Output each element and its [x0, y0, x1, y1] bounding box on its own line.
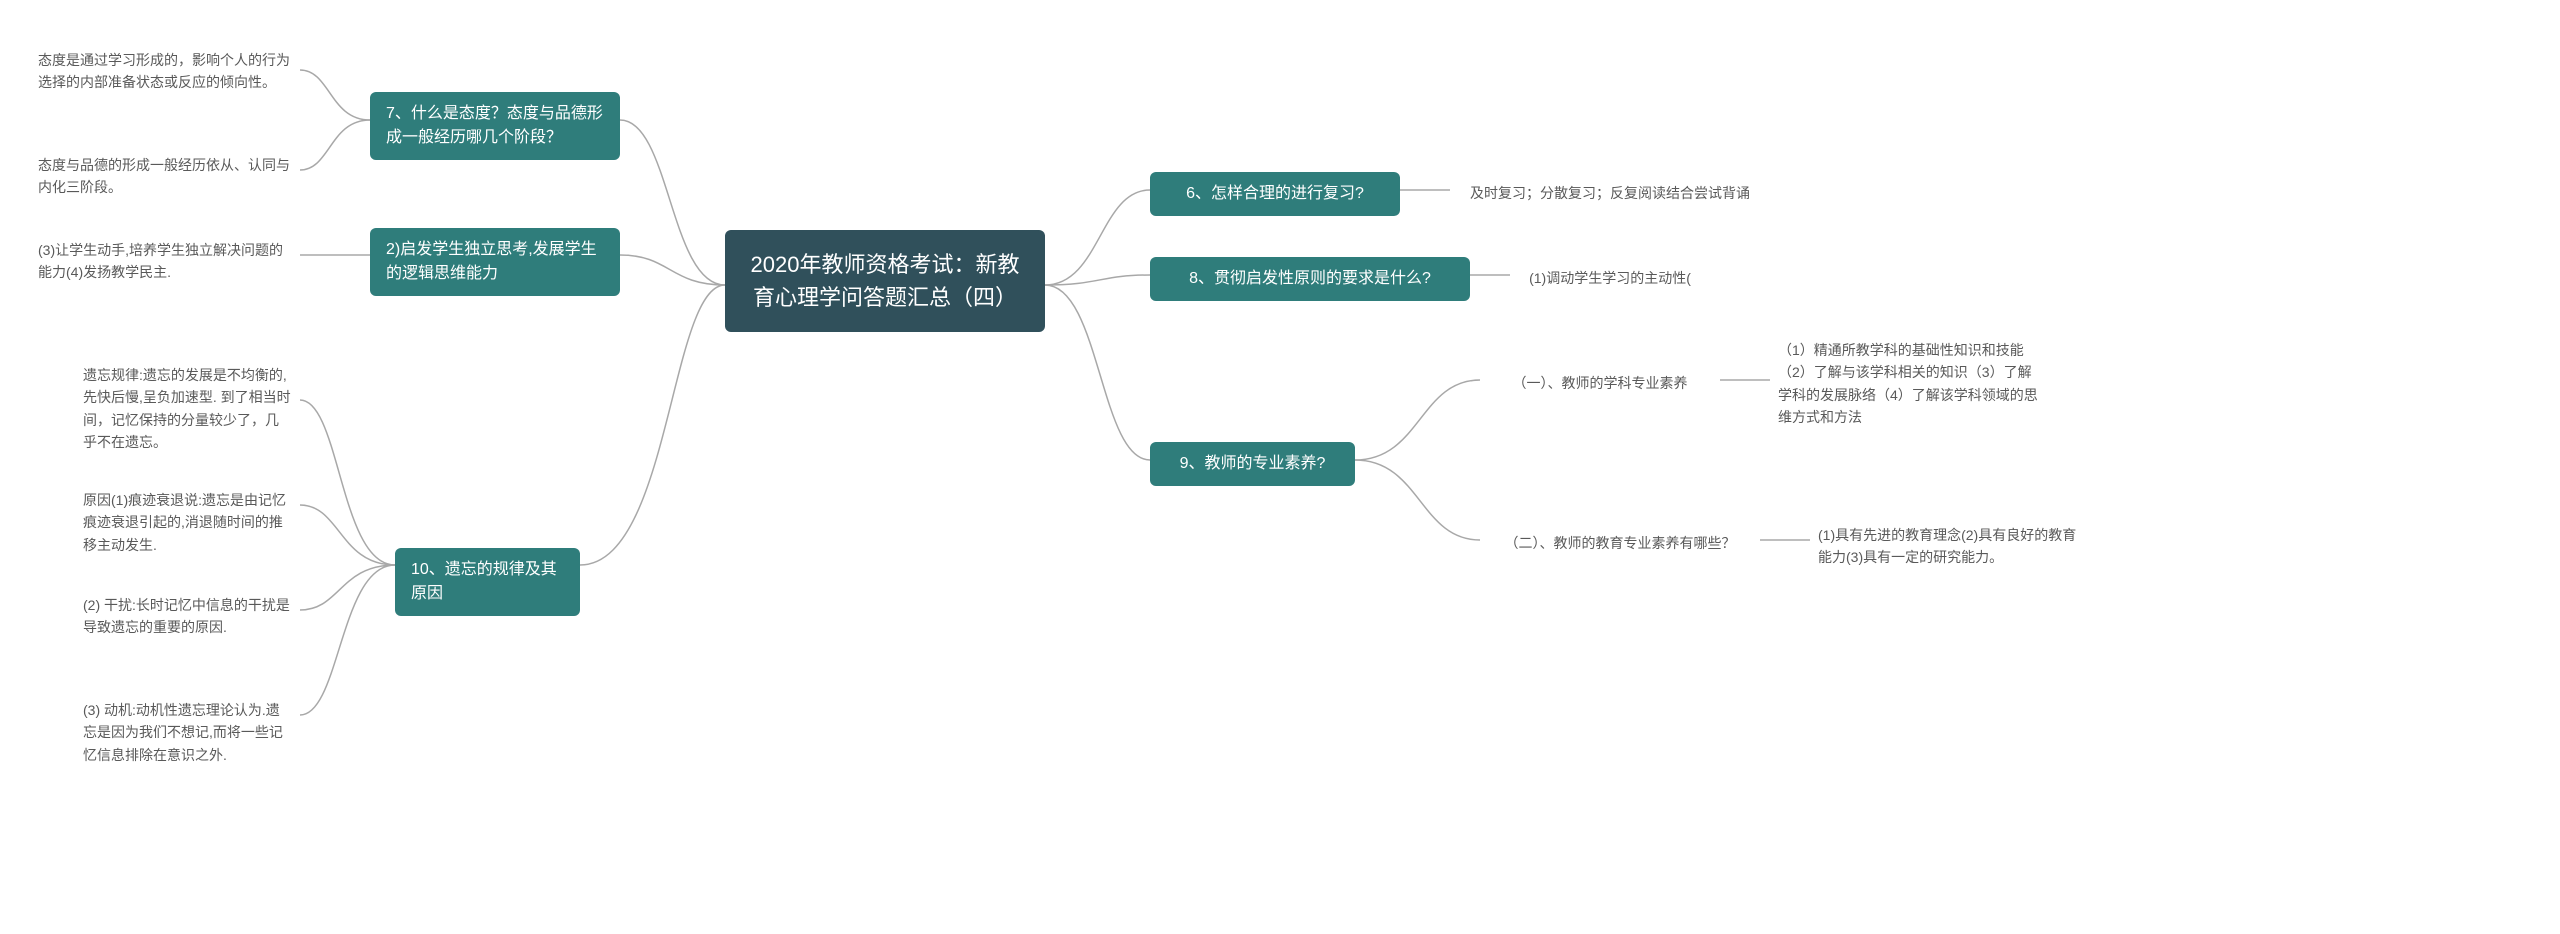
- leaf-q10-0: 遗忘规律:遗忘的发展是不均衡的,先快后慢,呈负加速型. 到了相当时间，记忆保持的…: [75, 360, 300, 458]
- leaf-q8: (1)调动学生学习的主动性(: [1510, 263, 1710, 293]
- leaf-q6: 及时复习；分散复习；反复阅读结合尝试背诵: [1450, 178, 1770, 208]
- leaf-q9-sub2: (1)具有先进的教育理念(2)具有良好的教育能力(3)具有一定的研究能力。: [1810, 520, 2090, 573]
- leaf-q7-0: 态度是通过学习形成的，影响个人的行为选择的内部准备状态或反应的倾向性。: [30, 45, 300, 98]
- node-q2b[interactable]: 2)启发学生独立思考,发展学生的逻辑思维能力: [370, 228, 620, 296]
- node-q9[interactable]: 9、教师的专业素养?: [1150, 442, 1355, 486]
- leaf-q10-1: 原因(1)痕迹衰退说:遗忘是由记忆痕迹衰退引起的,消退随时间的推移主动发生.: [75, 485, 300, 560]
- leaf-q2b-0: (3)让学生动手,培养学生独立解决问题的能力(4)发扬教学民主.: [30, 235, 300, 288]
- leaf-q7-1: 态度与品德的形成一般经历依从、认同与内化三阶段。: [30, 150, 300, 203]
- leaf-q10-3: (3) 动机:动机性遗忘理论认为.遗忘是因为我们不想记,而将一些记忆信息排除在意…: [75, 695, 300, 770]
- node-q9-sub2: （二）、教师的教育专业素养有哪些？: [1480, 528, 1760, 558]
- node-q10[interactable]: 10、遗忘的规律及其原因: [395, 548, 580, 616]
- leaf-q9-sub1: （1）精通所教学科的基础性知识和技能（2）了解与该学科相关的知识（3）了解学科的…: [1770, 335, 2050, 433]
- center-node[interactable]: 2020年教师资格考试：新教育心理学问答题汇总（四）: [725, 230, 1045, 332]
- leaf-q10-2: (2) 干扰:长时记忆中信息的干扰是导致遗忘的重要的原因.: [75, 590, 300, 643]
- node-q6[interactable]: 6、怎样合理的进行复习?: [1150, 172, 1400, 216]
- node-q9-sub1: （一）、教师的学科专业素养: [1480, 368, 1720, 398]
- node-q8[interactable]: 8、贯彻启发性原则的要求是什么?: [1150, 257, 1470, 301]
- node-q7[interactable]: 7、什么是态度？态度与品德形成一般经历哪几个阶段？: [370, 92, 620, 160]
